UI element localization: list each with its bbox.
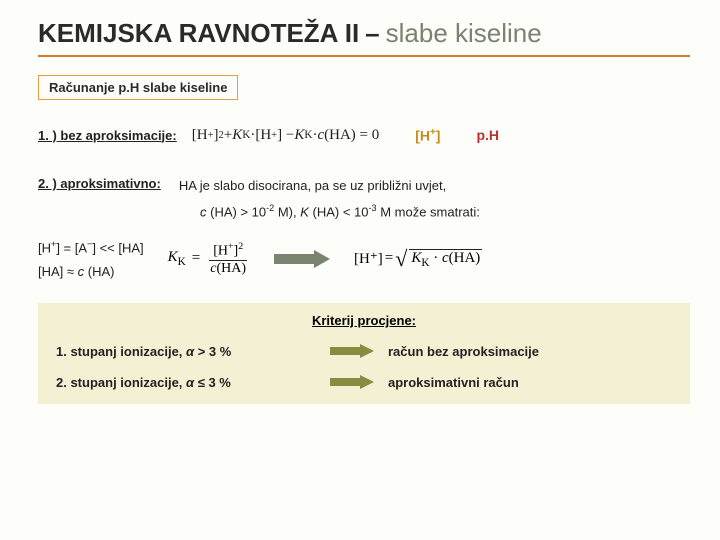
ph-label: p.H: [476, 127, 499, 143]
title-rule: [38, 55, 690, 57]
criteria-row-1: 1. stupanj ionizacije, α > 3 % račun bez…: [56, 344, 672, 359]
sec2-text2: c (HA) > 10-2 M), K (HA) < 10-3 M može s…: [200, 202, 480, 222]
result-equation: [H⁺] = √ KK · c(HA): [354, 246, 482, 272]
section-2-cond: c (HA) > 10-2 M), K (HA) < 10-3 M može s…: [0, 202, 720, 222]
sec1-formula: [H+]2 + KK·[H+] − KK·c(HA) = 0: [187, 122, 384, 148]
crit2-right: aproksimativni račun: [388, 375, 519, 390]
sec1-label: 1. ) bez aproksimacije:: [38, 128, 177, 143]
title-light: slabe kiseline: [386, 18, 542, 49]
crit2-left: 2. stupanj ionizacije, α ≤ 3 %: [56, 375, 316, 390]
title-bold: KEMIJSKA RAVNOTEŽA II: [38, 18, 359, 49]
title-dash: –: [365, 18, 379, 49]
criteria-panel: Kriterij procjene: 1. stupanj ionizacije…: [38, 303, 690, 404]
crit1-left: 1. stupanj ionizacije, α > 3 %: [56, 344, 316, 359]
approx-line1: [H+] = [A−] << [HA]: [38, 239, 144, 255]
hplus-label: [H+]: [415, 127, 440, 144]
slide-title: KEMIJSKA RAVNOTEŽA II – slabe kiseline: [0, 0, 720, 55]
approx-conditions: [H+] = [A−] << [HA] [HA] ≈ c (HA): [38, 239, 144, 278]
approx-row: [H+] = [A−] << [HA] [HA] ≈ c (HA) KK = […: [0, 239, 720, 278]
criteria-row-2: 2. stupanj ionizacije, α ≤ 3 % aproksima…: [56, 375, 672, 390]
arrow-icon: [330, 344, 374, 358]
criteria-title: Kriterij procjene:: [56, 313, 672, 328]
section-1: 1. ) bez aproksimacije: [H+]2 + KK·[H+] …: [0, 122, 720, 148]
section-2: 2. ) aproksimativno: HA je slabo disocir…: [0, 176, 720, 196]
sec2-text1: HA je slabo disocirana, pa se uz približ…: [179, 176, 446, 196]
crit1-right: račun bez aproksimacije: [388, 344, 539, 359]
arrow-icon: [274, 250, 330, 268]
arrow-icon: [330, 375, 374, 389]
approx-line2: [HA] ≈ c (HA): [38, 264, 144, 279]
kk-equation: KK = [H+]2 c(HA): [168, 241, 250, 277]
subtitle-box: Računanje p.H slabe kiseline: [38, 75, 238, 100]
sec2-label: 2. ) aproksimativno:: [38, 176, 161, 191]
